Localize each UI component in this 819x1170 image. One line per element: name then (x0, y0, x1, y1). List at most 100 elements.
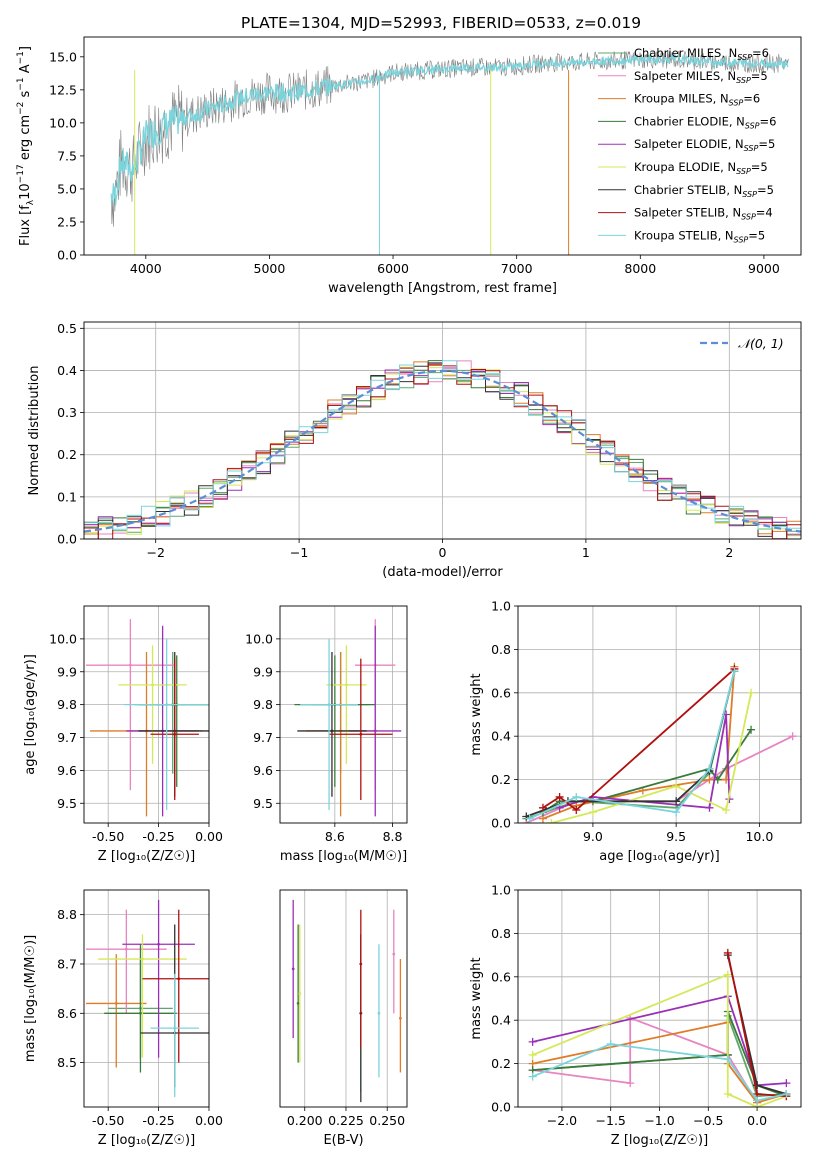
x-tick-label: −2 (146, 545, 164, 560)
y-axis-label: mass weight (469, 957, 484, 1039)
legend-label-sub: SSP (744, 144, 759, 153)
data-point-3 (114, 1002, 118, 1005)
spectrum-panel: 4000 5000 6000 7000 8000 9000 0.0 2.5 5.0 7.5 10.0… (16, 36, 802, 296)
x-tick-label: 2 (725, 545, 733, 560)
y-axis-label-part: erg cm (18, 115, 33, 164)
weight-marker (788, 732, 797, 741)
y-axis-label-part: λ (26, 199, 36, 205)
plot-area (86, 619, 209, 817)
legend-label: Kroupa STELIB, NSSP=5 (634, 228, 765, 244)
weight-marker (672, 808, 681, 817)
weight-marker (730, 667, 739, 676)
y-tick-label: 10.0 (245, 631, 273, 646)
weight-marker (528, 1050, 537, 1059)
legend-label-main: Salpeter STELIB, N (634, 206, 741, 220)
age-vs-mass-panel: 8.6 8.8 9.5 9.6 9.7 9.8 9.9 10.0 mass [log₁₀(M/M… (245, 605, 408, 864)
x-tick-label: 0.00 (195, 829, 223, 844)
legend-label-tail: =5 (751, 69, 768, 83)
data-point-2 (128, 663, 132, 667)
data-point-6 (344, 683, 348, 687)
data-point-6 (141, 957, 144, 961)
y-axis-label: age [log₁₀(age/yr)] (23, 654, 38, 775)
weight-marker (723, 1055, 732, 1064)
y-tick-label: 0.0 (57, 248, 77, 263)
x-tick-label: -0.50 (92, 1113, 124, 1128)
y-tick-label: 0.0 (491, 816, 511, 831)
x-tick-label: −2.0 (547, 1113, 577, 1128)
axes-frame (517, 605, 802, 824)
x-tick-label: 9000 (748, 261, 780, 276)
weight-marker (672, 797, 681, 806)
weight-line-5 (532, 995, 787, 1087)
weight-marker (782, 1079, 791, 1088)
y-axis-label: mass [log₁₀(M/M☉)] (23, 935, 38, 1062)
grid (280, 606, 407, 823)
weight-line-2 (532, 1016, 758, 1104)
y-tick-label: 9.9 (253, 664, 273, 679)
legend-label: Chabrier MILES, NSSP=6 (634, 46, 769, 62)
y-axis-label-part: −2 (16, 102, 26, 115)
legend-label-main: Kroupa MILES, N (634, 92, 729, 106)
axes-frame (83, 321, 802, 540)
x-tick-label: 9.0 (583, 829, 603, 844)
legend-label-tail: =6 (760, 114, 777, 128)
weight-marker (753, 1096, 762, 1105)
y-tick-label: 0.2 (491, 1056, 511, 1071)
y-tick-label: 2.5 (57, 214, 77, 229)
x-tick-label: 9.5 (666, 829, 686, 844)
y-tick-label: 0.4 (57, 363, 77, 378)
weight-marker (723, 948, 732, 957)
y-tick-label: 9.5 (253, 796, 273, 811)
legend-label-main: Salpeter MILES, N (634, 69, 736, 83)
y-axis-label-part: 10 (18, 183, 33, 200)
axes-frame (279, 605, 408, 824)
legend-label-main: Chabrier ELODIE, N (634, 114, 745, 128)
weight-marker (747, 725, 756, 734)
y-tick-label: 9.7 (253, 730, 273, 745)
x-tick-label: 1 (582, 545, 590, 560)
y-tick-label: 8.8 (57, 907, 77, 922)
legend-label-sub: SSP (736, 76, 751, 85)
x-tick-label: 0.00 (195, 1113, 223, 1128)
weight-marker (538, 803, 547, 812)
legend-label-main: Chabrier STELIB, N (634, 183, 742, 197)
weight-line-6 (551, 692, 752, 823)
x-tick-label: 10.0 (745, 829, 773, 844)
x-tick-label: 6000 (377, 261, 409, 276)
figure-title: PLATE=1304, MJD=52993, FIBERID=0533, z=0… (241, 14, 641, 32)
legend-label-main: Chabrier MILES, N (634, 46, 737, 60)
weight-marker (588, 808, 597, 817)
y-tick-label: 0.4 (491, 1013, 511, 1028)
weight-marker (528, 1037, 537, 1046)
data-point-5 (291, 967, 295, 971)
weight-marker (723, 1089, 732, 1098)
data-point-4 (296, 1002, 300, 1005)
y-tick-label: 5.0 (57, 181, 77, 196)
mass-vs-extinction-panel: 0.200 0.225 0.250 E(B-V) (279, 889, 408, 1148)
age-vs-metallicity-panel: -0.50 -0.25 0.00 9.5 9.6 9.7 9.8 9.9 10.0 Z [log₁… (23, 605, 223, 864)
y-tick-label: 10.0 (49, 631, 77, 646)
y-tick-label: 9.9 (57, 664, 77, 679)
plot-area (110, 49, 789, 255)
y-tick-label: 0.4 (491, 729, 511, 744)
y-tick-label: 0.0 (491, 1100, 511, 1115)
x-axis-label: E(B-V) (323, 1133, 363, 1148)
grid (84, 890, 210, 1107)
weight-marker (722, 805, 731, 814)
legend-label: Kroupa ELODIE, NSSP=5 (634, 160, 768, 176)
y-tick-label: 0.2 (57, 447, 77, 462)
y-tick-label: 12.5 (49, 82, 77, 97)
legend: 𝒩(0, 1) (700, 336, 784, 351)
data-point-5 (157, 942, 160, 946)
axes-frame (279, 889, 408, 1108)
y-tick-label: 10.0 (49, 115, 77, 130)
legend-label: Chabrier STELIB, NSSP=5 (634, 183, 774, 199)
axes-frame (83, 36, 802, 256)
y-tick-label: 0.6 (491, 969, 511, 984)
weight-marker (782, 1089, 791, 1098)
x-axis-label: Z [log₁₀(Z/Z☉)] (98, 849, 195, 864)
x-axis-label: Z [log₁₀(Z/Z☉)] (611, 1133, 708, 1148)
legend-label: Kroupa MILES, NSSP=6 (634, 92, 760, 108)
weight-line-5 (559, 714, 731, 809)
legend-label-sub: SSP (741, 213, 756, 222)
